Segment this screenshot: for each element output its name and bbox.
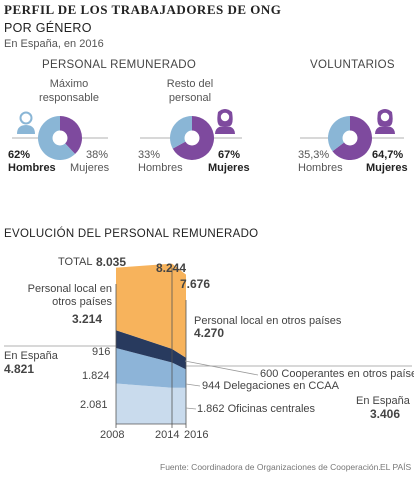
pie-hole — [342, 130, 358, 146]
woman-icon — [375, 109, 395, 134]
pie3-mujeres-pct: 64,7% — [372, 149, 404, 161]
area-oficinas-centrales — [116, 383, 186, 424]
en-espana-2016-label: En España — [356, 395, 410, 407]
cooperantes-2016-label: 600 Cooperantes en otros países — [260, 368, 414, 380]
delegaciones-2008-value: 1.824 — [82, 370, 110, 382]
pie2-mujeres-label: Mujeres — [208, 162, 250, 174]
local-2016-value: 4.270 — [194, 326, 225, 340]
man-icon — [17, 111, 35, 134]
page-title: PERFIL DE LOS TRABAJADORES DE ONG — [4, 2, 282, 17]
x-label-2008: 2008 — [100, 429, 125, 441]
en-espana-2008-value: 4.821 — [4, 362, 35, 376]
pie1-mujeres-pct: 38% — [86, 149, 109, 161]
page-subtitle: POR GÉNERO — [4, 21, 92, 35]
section-remunerado: PERSONAL REMUNERADO — [42, 59, 197, 71]
local-2008-label: Personal local en otros países — [27, 283, 112, 308]
area-delegaciones-ccaa — [116, 348, 186, 388]
pie1-mujeres-label: Mujeres — [70, 162, 110, 174]
cooperantes-2008-value: 916 — [92, 346, 111, 358]
x-label-2014: 2014 — [155, 429, 180, 441]
cooperantes-connector — [184, 360, 259, 376]
pie2-hombres-label: Hombres — [138, 162, 183, 174]
source-note: Fuente: Coordinadora de Organizaciones d… — [160, 462, 381, 472]
pie2-mujeres-pct: 67% — [218, 149, 241, 161]
pie-hole — [184, 130, 200, 146]
pie-slice-hombres — [328, 115, 350, 152]
pie-maximo-responsable — [37, 116, 82, 160]
pie2-hombres-pct: 33% — [138, 149, 161, 161]
local-2016-label: Personal local en otros países — [194, 315, 342, 327]
pie-resto-personal — [170, 116, 215, 160]
oficinas-2008-value: 2.081 — [80, 399, 108, 411]
local-2008-value: 3.214 — [72, 312, 103, 326]
total-2016: 7.676 — [180, 277, 211, 291]
x-label-2016: 2016 — [184, 429, 209, 441]
pie3-mujeres-label: Mujeres — [366, 162, 408, 174]
pie3-hombres-pct: 35,3% — [298, 149, 330, 161]
total-2008: 8.035 — [96, 255, 127, 269]
total-label: TOTAL — [58, 256, 93, 268]
pie1-hombres-label: Hombres — [8, 162, 56, 174]
pie1-title: Máximo responsable — [39, 78, 99, 104]
en-espana-2016-value: 3.406 — [370, 407, 401, 421]
brand-label: EL PAÍS — [380, 462, 412, 472]
pie-slice-mujeres — [60, 116, 82, 155]
pie-voluntarios — [328, 115, 373, 160]
pie-hole — [52, 130, 68, 146]
area-personal-local — [116, 263, 186, 358]
en-espana-2008-label: En España — [4, 350, 58, 362]
page-note: En España, en 2016 — [4, 38, 104, 50]
pie2-title: Resto del personal — [166, 78, 214, 104]
delegaciones-2016-label: 944 Delegaciones en CCAA — [202, 380, 339, 392]
pie3-hombres-label: Hombres — [298, 162, 343, 174]
section-voluntarios: VOLUNTARIOS — [310, 59, 395, 71]
area-cooperantes — [116, 330, 186, 370]
evolucion-title: EVOLUCIÓN DEL PERSONAL REMUNERADO — [4, 228, 259, 240]
woman-icon — [215, 109, 235, 134]
total-2014: 8.244 — [156, 261, 187, 275]
oficinas-connector — [185, 407, 197, 410]
oficinas-2016-label: 1.862 Oficinas centrales — [197, 403, 316, 415]
pie1-hombres-pct: 62% — [8, 149, 31, 161]
delegaciones-connector — [185, 383, 201, 387]
area-chart — [116, 263, 186, 424]
